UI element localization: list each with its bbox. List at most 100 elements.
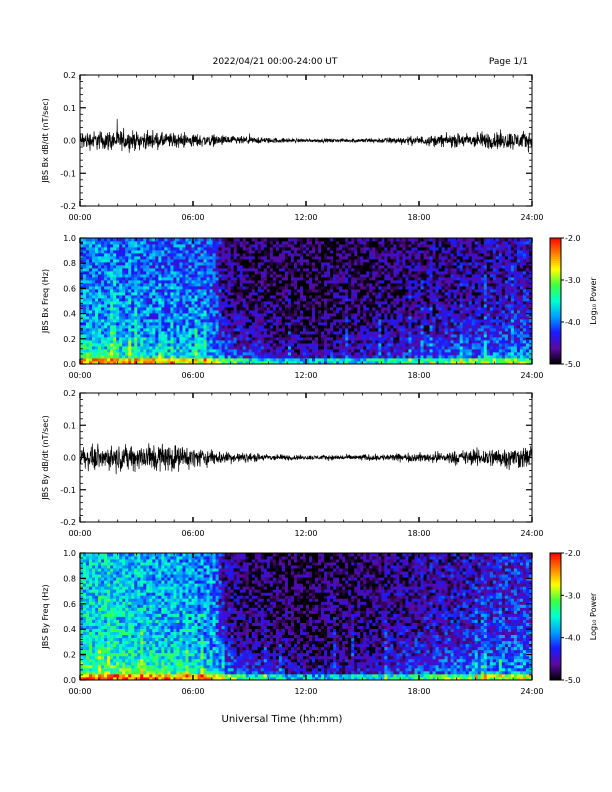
heat-cell xyxy=(272,346,277,350)
heat-cell xyxy=(233,295,238,299)
heat-cell xyxy=(194,247,198,251)
heat-cell xyxy=(281,358,286,362)
heat-cell xyxy=(89,292,93,296)
heat-cell xyxy=(330,358,334,362)
heat-cell xyxy=(348,313,352,317)
heat-cell xyxy=(366,274,370,278)
heat-cell xyxy=(324,337,328,341)
heat-cell xyxy=(95,295,99,299)
heat-cell xyxy=(83,289,87,293)
heat-cell xyxy=(336,313,340,317)
heat-cell xyxy=(309,259,313,263)
heat-cell xyxy=(402,247,406,251)
heat-cell xyxy=(269,310,274,314)
heat-cell xyxy=(318,277,322,281)
heat-cell xyxy=(330,304,334,308)
heat-cell xyxy=(423,268,427,272)
heat-cell xyxy=(369,331,373,335)
heat-cell xyxy=(375,361,379,365)
heat-cell xyxy=(293,256,298,260)
heat-cell xyxy=(318,271,322,275)
heat-cell xyxy=(110,322,114,326)
heat-cell xyxy=(302,271,307,275)
heat-cell xyxy=(369,259,373,263)
heat-cell xyxy=(348,319,352,323)
heat-cell xyxy=(92,244,96,248)
heat-cell xyxy=(414,298,418,302)
heat-cell xyxy=(411,331,415,335)
heat-cell xyxy=(324,301,328,305)
heat-cell xyxy=(239,325,244,329)
heat-cell xyxy=(80,346,84,350)
heat-cell xyxy=(381,331,385,335)
heat-cell xyxy=(420,301,424,305)
heat-cell xyxy=(357,343,361,347)
heat-cell xyxy=(83,250,87,254)
heat-cell xyxy=(185,259,189,263)
heat-cell xyxy=(381,265,385,269)
heat-cell xyxy=(299,352,304,356)
heat-cell xyxy=(224,343,229,347)
heat-cell xyxy=(315,301,319,305)
heat-cell xyxy=(348,334,352,338)
heat-cell xyxy=(306,295,310,299)
heat-cell xyxy=(278,307,283,311)
heat-cell xyxy=(182,247,186,251)
heat-cell xyxy=(378,358,382,362)
heat-cell xyxy=(197,274,201,278)
heat-cell xyxy=(417,262,421,266)
heat-cell xyxy=(315,262,319,266)
heat-cell xyxy=(387,292,391,296)
heat-cell xyxy=(170,319,174,323)
heat-cell xyxy=(360,346,364,350)
heat-cell xyxy=(110,346,114,350)
heat-cell xyxy=(296,316,301,320)
heat-cell xyxy=(357,271,361,275)
heat-cell xyxy=(86,349,90,353)
heat-cell xyxy=(348,271,352,275)
heat-cell xyxy=(86,295,90,299)
heat-cell xyxy=(221,349,226,353)
heat-cell xyxy=(315,307,319,311)
heat-cell xyxy=(191,292,195,296)
heat-cell xyxy=(107,244,111,248)
heat-cell xyxy=(318,322,322,326)
heat-cell xyxy=(269,268,274,272)
heat-cell xyxy=(269,322,274,326)
heat-cell xyxy=(287,256,292,260)
heat-cell xyxy=(128,337,132,341)
heat-cell xyxy=(188,313,192,317)
heat-cell xyxy=(95,328,99,332)
heat-cell xyxy=(393,298,397,302)
heat-cell xyxy=(269,343,274,347)
heat-cell xyxy=(119,307,123,311)
heat-cell xyxy=(110,253,114,257)
heat-cell xyxy=(128,259,132,263)
heat-cell xyxy=(209,259,213,263)
heat-cell xyxy=(345,355,349,359)
heat-cell xyxy=(167,277,171,281)
heat-cell xyxy=(197,316,201,320)
heat-cell xyxy=(134,274,138,278)
heat-cell xyxy=(272,280,277,284)
heat-cell xyxy=(209,280,213,284)
heat-cell xyxy=(200,244,204,248)
heat-cell xyxy=(212,325,216,329)
heat-cell xyxy=(257,307,262,311)
heat-cell xyxy=(396,328,400,332)
heat-cell xyxy=(89,274,93,278)
heat-cell xyxy=(203,334,207,338)
heat-cell xyxy=(369,253,373,257)
heat-cell xyxy=(197,343,201,347)
heat-cell xyxy=(405,247,409,251)
heat-cell xyxy=(152,340,156,344)
heat-cell xyxy=(233,277,238,281)
heat-cell xyxy=(116,343,120,347)
heat-cell xyxy=(266,283,271,287)
heat-cell xyxy=(378,313,382,317)
heat-cell xyxy=(390,247,394,251)
heat-cell xyxy=(275,280,280,284)
heat-cell xyxy=(113,325,117,329)
heat-cell xyxy=(251,349,256,353)
heat-cell xyxy=(408,316,412,320)
